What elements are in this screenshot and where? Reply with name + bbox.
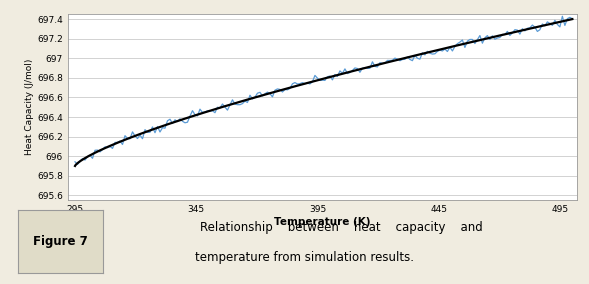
Text: Relationship    between    heat    capacity    and: Relationship between heat capacity and [200,221,483,234]
X-axis label: Temperature (K): Temperature (K) [274,217,370,227]
Text: Figure 7: Figure 7 [33,235,88,248]
Y-axis label: Heat Capacity (J/mol): Heat Capacity (J/mol) [25,59,34,155]
Text: temperature from simulation results.: temperature from simulation results. [195,250,414,264]
